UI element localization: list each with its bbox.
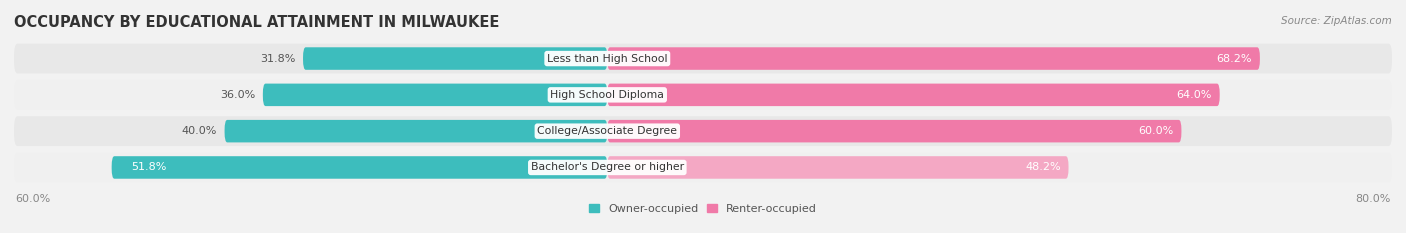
Text: High School Diploma: High School Diploma [550, 90, 664, 100]
FancyBboxPatch shape [225, 120, 607, 142]
FancyBboxPatch shape [607, 120, 1181, 142]
Text: 36.0%: 36.0% [219, 90, 256, 100]
Text: 60.0%: 60.0% [1139, 126, 1174, 136]
Text: Bachelor's Degree or higher: Bachelor's Degree or higher [530, 162, 683, 172]
Text: College/Associate Degree: College/Associate Degree [537, 126, 678, 136]
Text: 51.8%: 51.8% [131, 162, 166, 172]
Text: Less than High School: Less than High School [547, 54, 668, 64]
Text: 68.2%: 68.2% [1216, 54, 1253, 64]
FancyBboxPatch shape [111, 156, 607, 179]
FancyBboxPatch shape [14, 116, 1392, 146]
FancyBboxPatch shape [304, 47, 607, 70]
FancyBboxPatch shape [607, 84, 1219, 106]
Text: 48.2%: 48.2% [1025, 162, 1062, 172]
Legend: Owner-occupied, Renter-occupied: Owner-occupied, Renter-occupied [589, 204, 817, 214]
Text: OCCUPANCY BY EDUCATIONAL ATTAINMENT IN MILWAUKEE: OCCUPANCY BY EDUCATIONAL ATTAINMENT IN M… [14, 15, 499, 30]
FancyBboxPatch shape [263, 84, 607, 106]
Text: 40.0%: 40.0% [181, 126, 217, 136]
Text: 64.0%: 64.0% [1177, 90, 1212, 100]
FancyBboxPatch shape [14, 44, 1392, 73]
FancyBboxPatch shape [14, 80, 1392, 110]
FancyBboxPatch shape [14, 153, 1392, 182]
Text: 31.8%: 31.8% [260, 54, 295, 64]
FancyBboxPatch shape [607, 47, 1260, 70]
FancyBboxPatch shape [607, 156, 1069, 179]
Text: Source: ZipAtlas.com: Source: ZipAtlas.com [1281, 16, 1392, 26]
